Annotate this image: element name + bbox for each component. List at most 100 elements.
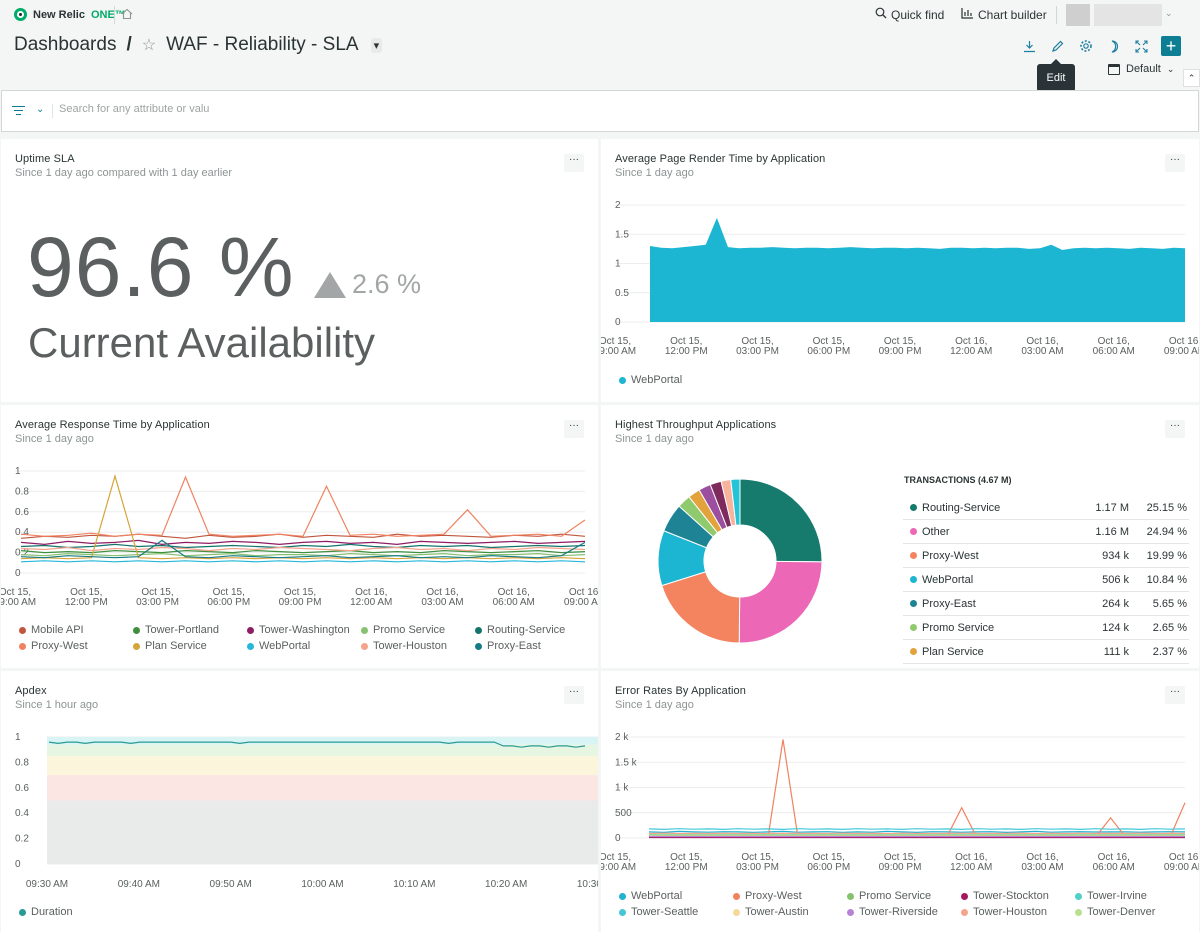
more-options-button[interactable]: ··· <box>1165 154 1185 172</box>
legend-item[interactable]: WebPortal <box>247 640 310 652</box>
legend-item[interactable]: Promo Service <box>361 624 445 636</box>
x-tick-label: Oct 15, 03:00 PM <box>736 852 779 873</box>
pie-row-value: 111 k <box>1103 645 1129 658</box>
x-tick-label: Oct 16, 03:00 AM <box>421 587 463 608</box>
legend-item[interactable]: Tower-Stockton <box>961 890 1049 902</box>
new-relic-logo[interactable]: New Relic ONE™ <box>14 8 126 21</box>
fullscreen-icon[interactable] <box>1133 38 1150 55</box>
legend-color-dot <box>361 626 368 634</box>
pie-table-row[interactable]: WebPortal 506 k 10.84 % <box>903 568 1189 592</box>
legend-item[interactable]: Tower-Irvine <box>1075 890 1147 902</box>
y-tick-label: 1 <box>15 466 21 477</box>
dark-mode-moon-icon[interactable] <box>1105 38 1122 55</box>
legend-color-dot <box>733 908 740 916</box>
account-name[interactable] <box>1094 4 1162 26</box>
series-line <box>20 539 586 546</box>
y-tick-label: 500 <box>615 808 632 819</box>
quick-find-button[interactable]: Quick find <box>875 7 944 22</box>
chart-builder-button[interactable]: Chart builder <box>961 7 1047 22</box>
pie-row-label: Proxy-East <box>922 597 976 610</box>
y-tick-label: 0.6 <box>15 783 29 794</box>
pie-table: TRANSACTIONS (4.67 M) Routing-Service 1.1… <box>903 475 1189 664</box>
download-icon[interactable] <box>1021 38 1038 55</box>
pie-row-percent: 2.37 % <box>1152 645 1187 658</box>
pie-row-label: WebPortal <box>922 573 974 586</box>
x-tick-label: Oct 15, 09:00 PM <box>879 336 922 357</box>
pie-table-row[interactable]: Other 1.16 M 24.94 % <box>903 520 1189 544</box>
legend-label: Promo Service <box>859 890 932 902</box>
y-tick-label: 1.5 k <box>615 757 638 768</box>
pie-slice <box>739 478 823 563</box>
x-tick-label: Oct 16,09:00 AM <box>1164 336 1199 357</box>
chevron-down-icon[interactable]: ⌄ <box>36 104 45 115</box>
breadcrumb[interactable]: Dashboards <box>14 34 117 55</box>
series-line <box>20 543 586 549</box>
collapse-chevron-up-icon[interactable]: ⌃ <box>1183 69 1200 87</box>
search-input[interactable] <box>59 103 359 115</box>
y-tick-label: 0.2 <box>15 548 29 559</box>
pie-row-percent: 2.65 % <box>1152 621 1187 634</box>
legend-color-dot <box>475 626 482 634</box>
pie-row-label: Other <box>922 525 950 538</box>
widget-uptime-sla: Uptime SLA Since 1 day ago compared with… <box>1 139 598 402</box>
legend-item[interactable]: WebPortal <box>619 890 682 902</box>
title-dropdown-icon[interactable]: ▾ <box>370 37 383 53</box>
x-tick-label: Oct 15, 12:00 PM <box>665 852 708 873</box>
legend-color-dot <box>910 528 917 535</box>
widget-apdex: Apdex Since 1 hour ago ··· 1 0.8 0.6 0.4 0.2… <box>1 671 598 932</box>
pie-table-row[interactable]: Plan Service 111 k 2.37 % <box>903 640 1189 664</box>
y-tick-label: 0.2 <box>15 834 29 845</box>
more-options-button[interactable]: ··· <box>564 420 584 438</box>
pie-table-row[interactable]: Routing-Service 1.17 M 25.15 % <box>903 496 1189 520</box>
legend-item[interactable]: Tower-Houston <box>361 640 447 652</box>
divider <box>52 104 53 118</box>
brand-one: ONE™ <box>90 8 126 21</box>
time-picker[interactable]: Default ⌄ <box>1108 63 1174 75</box>
top-bar: New Relic ONE™ Quick find Chart builder … <box>0 0 1200 30</box>
legend-label: Tower-Washington <box>259 624 350 636</box>
pie-table-row[interactable]: Promo Service 124 k 2.65 % <box>903 616 1189 640</box>
pie-slice <box>661 571 741 644</box>
y-tick-label: 2 <box>615 200 621 211</box>
pie-table-row[interactable]: Proxy-East 264 k 5.65 % <box>903 592 1189 616</box>
legend-item[interactable]: Tower-Houston <box>961 906 1047 918</box>
widget-subtitle: Since 1 day ago <box>615 433 694 445</box>
legend-item[interactable]: Tower-Seattle <box>619 906 698 918</box>
more-options-button[interactable]: ··· <box>1165 420 1185 438</box>
avatar[interactable] <box>1066 4 1090 26</box>
legend-item[interactable]: Tower-Washington <box>247 624 350 636</box>
pie-table-row[interactable]: Proxy-West 934 k 19.99 % <box>903 544 1189 568</box>
series-line <box>20 560 586 563</box>
legend-item[interactable]: Tower-Riverside <box>847 906 938 918</box>
chevron-down-icon[interactable]: ⌄ <box>1165 8 1173 18</box>
more-options-button[interactable]: ··· <box>1165 686 1185 704</box>
legend-item[interactable]: Routing-Service <box>475 624 565 636</box>
x-tick-label: 10:10 AM <box>393 879 435 890</box>
favorite-star-icon[interactable]: ☆ <box>141 37 157 54</box>
legend-item[interactable]: Proxy-West <box>733 890 802 902</box>
legend-item[interactable]: Proxy-West <box>19 640 88 652</box>
filter-icon[interactable] <box>12 106 25 115</box>
apdex-band <box>47 744 598 757</box>
x-tick-label: Oct 15, 06:00 PM <box>807 852 850 873</box>
settings-gear-icon[interactable] <box>1077 38 1094 55</box>
edit-pencil-icon[interactable] <box>1049 38 1066 55</box>
response-time-chart: 1 0.8 0.6 0.4 0.2 0 Oct 15,09:00 AM Oct 15,12:0… <box>1 466 598 608</box>
more-options-button[interactable]: ··· <box>564 686 584 704</box>
legend-item[interactable]: Mobile API <box>19 624 84 636</box>
legend-item[interactable]: Plan Service <box>133 640 207 652</box>
widget-subtitle: Since 1 day ago <box>15 433 94 445</box>
y-tick-label: 0.4 <box>15 527 29 538</box>
legend-item[interactable]: Tower-Denver <box>1075 906 1155 918</box>
more-options-button[interactable]: ··· <box>564 154 584 172</box>
legend-item[interactable]: Proxy-East <box>475 640 541 652</box>
render-time-chart: 2 1.5 1 0.5 0 Oct 15,09:00 AM Oct 15,12:00 PM O… <box>601 200 1199 357</box>
legend-item[interactable]: WebPortal <box>619 374 682 386</box>
home-icon[interactable] <box>121 8 133 23</box>
legend-item[interactable]: Duration <box>19 906 73 918</box>
legend-item[interactable]: Tower-Austin <box>733 906 809 918</box>
add-widget-button[interactable]: + <box>1161 36 1181 56</box>
legend-item[interactable]: Tower-Portland <box>133 624 219 636</box>
legend-item[interactable]: Promo Service <box>847 890 931 902</box>
legend-color-dot <box>961 908 968 916</box>
